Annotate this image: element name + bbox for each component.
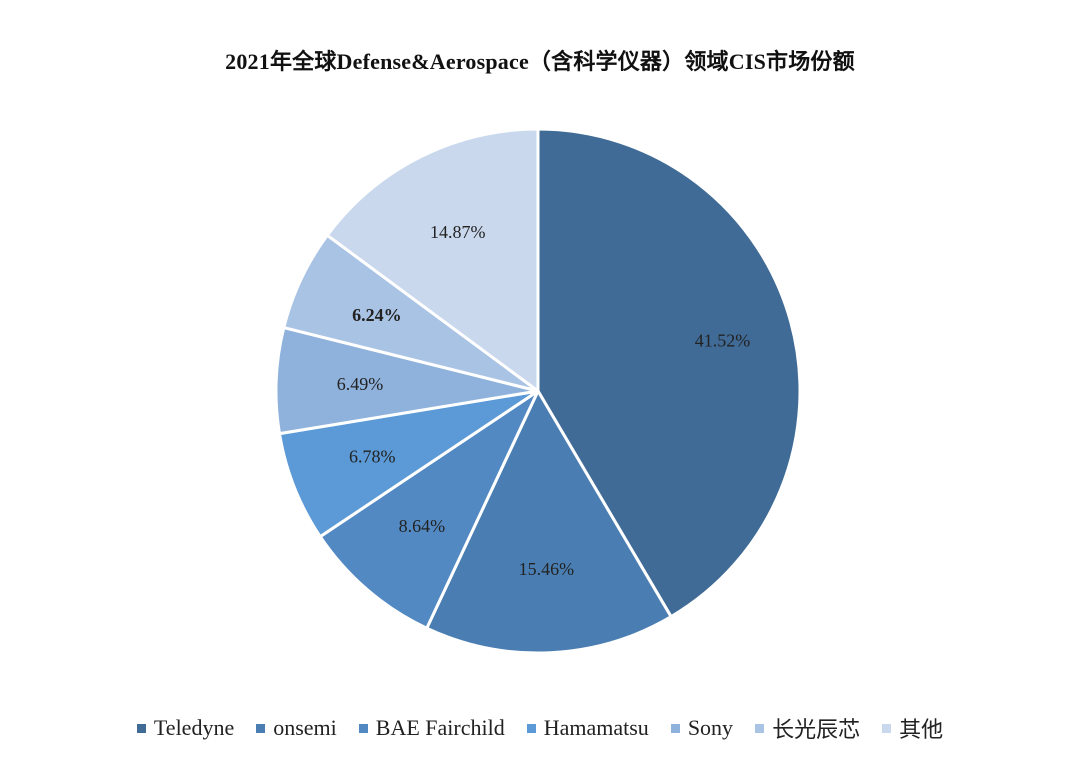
legend-swatch: [670, 723, 680, 733]
legend-swatch: [882, 723, 892, 733]
pie-data-labels: 41.52% 15.46% 8.64% 6.78% 6.49% 6.24% 14.87%: [337, 222, 751, 579]
legend-label: Hamamatsu: [543, 715, 649, 740]
legend-label: 其他: [899, 717, 944, 742]
data-label-slice-6: 6.24%: [352, 305, 402, 325]
pie-slice-teledyne: [536, 127, 802, 619]
legend-item-slice-6: 长光辰芯: [755, 712, 860, 744]
legend-label: Teledyne: [153, 715, 235, 740]
chart-legend: Teledyne onsemi BAE Fairchild Hamamatsu Sony…: [0, 712, 1080, 744]
data-label-hamamatsu: 6.78%: [349, 446, 396, 466]
pie-slice-onsemi: [425, 389, 673, 655]
legend-item-bae-fairchild: BAE Fairchild: [358, 715, 505, 741]
legend-label: 长光辰芯: [772, 717, 861, 742]
legend-label: onsemi: [273, 715, 337, 740]
pie-chart: 41.52% 15.46% 8.64% 6.78% 6.49% 6.24% 14.87%: [274, 127, 802, 655]
data-label-slice-7: 14.87%: [430, 222, 486, 242]
legend-item-teledyne: Teledyne: [136, 715, 235, 741]
legend-label: BAE Fairchild: [375, 715, 505, 740]
legend-item-onsemi: onsemi: [256, 715, 337, 741]
pie-slices: [274, 127, 802, 655]
pie-slice-slice-7: [325, 127, 540, 393]
data-label-teledyne: 41.52%: [695, 331, 751, 351]
legend-swatch: [358, 723, 368, 733]
legend-swatch: [526, 723, 536, 733]
legend-item-sony: Sony: [670, 715, 734, 741]
legend-item-hamamatsu: Hamamatsu: [526, 715, 649, 741]
data-label-onsemi: 15.46%: [519, 559, 575, 579]
data-label-bae-fairchild: 8.64%: [399, 516, 446, 536]
chart-title: 2021年全球Defense&Aerospace（含科学仪器）领域CIS市场份额: [225, 49, 855, 74]
pie-slice-bae-fairchild: [318, 389, 540, 630]
legend-item-slice-7: 其他: [882, 712, 943, 744]
legend-swatch: [136, 723, 146, 733]
legend-label: Sony: [687, 715, 734, 740]
data-label-sony: 6.49%: [337, 374, 384, 394]
pie-slice-hamamatsu: [277, 389, 540, 539]
legend-swatch: [256, 723, 266, 733]
legend-swatch: [755, 723, 765, 733]
